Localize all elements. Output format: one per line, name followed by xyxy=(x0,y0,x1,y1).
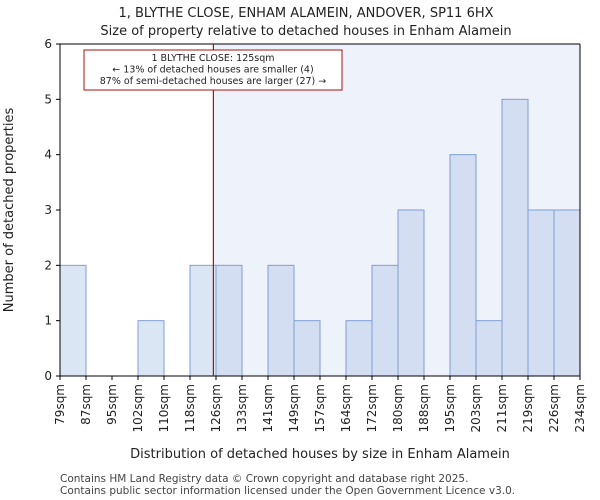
x-tick-label-234sqm: 234sqm xyxy=(573,384,587,432)
y-tick-label-4: 4 xyxy=(44,148,52,162)
y-tick-label-3: 3 xyxy=(44,203,52,217)
bar-102sqm xyxy=(137,320,165,377)
plot-area: 0 1 2 3 4 5 6 79sqm 87sqm 95sqm 102sqm 110sqm 118sqm… xyxy=(44,37,587,432)
annotation-line-1: 1 BLYTHE CLOSE: 125sqm xyxy=(151,53,274,64)
bar-164sqm xyxy=(345,320,373,377)
x-tick-label-102sqm: 102sqm xyxy=(131,384,145,432)
x-tick-label-172sqm: 172sqm xyxy=(365,384,379,432)
y-tick-label-2: 2 xyxy=(44,258,52,272)
y-axis-label: Number of detached properties xyxy=(2,108,17,313)
x-tick-label-118sqm: 118sqm xyxy=(183,384,197,432)
y-tick-label-5: 5 xyxy=(44,92,52,106)
y-tick-label-1: 1 xyxy=(44,314,52,328)
annotation-line-3: 87% of semi-detached houses are larger (… xyxy=(100,76,327,87)
bar-226sqm xyxy=(553,209,581,377)
bar-219sqm xyxy=(527,209,555,377)
bar-195sqm xyxy=(449,154,477,377)
bar-211sqm xyxy=(501,98,529,377)
x-tick-label-157sqm: 157sqm xyxy=(313,384,327,432)
chart-subtitle: Size of property relative to detached ho… xyxy=(100,24,511,39)
x-tick-label-149sqm: 149sqm xyxy=(287,384,301,432)
x-tick-label-79sqm: 79sqm xyxy=(53,384,67,425)
bar-149sqm xyxy=(293,320,321,377)
bar-203sqm xyxy=(475,320,503,377)
bar-172sqm xyxy=(371,264,399,377)
x-tick-label-141sqm: 141sqm xyxy=(261,384,275,432)
x-tick-label-87sqm: 87sqm xyxy=(79,384,93,425)
bar-79sqm xyxy=(59,264,87,377)
x-tick-label-226sqm: 226sqm xyxy=(547,384,561,432)
x-tick-label-95sqm: 95sqm xyxy=(105,384,119,425)
chart-title: 1, BLYTHE CLOSE, ENHAM ALAMEIN, ANDOVER,… xyxy=(118,6,493,21)
x-axis-label: Distribution of detached houses by size … xyxy=(130,447,510,462)
footer-line-2: Contains public sector information licen… xyxy=(60,485,515,497)
annotation-line-2: ← 13% of detached houses are smaller (4) xyxy=(112,65,313,76)
x-tick-label-180sqm: 180sqm xyxy=(391,384,405,432)
bar-141sqm xyxy=(267,264,295,377)
x-tick-label-195sqm: 195sqm xyxy=(443,384,457,432)
annotation-box xyxy=(83,49,343,91)
x-tick-label-164sqm: 164sqm xyxy=(339,384,353,432)
footer-line-1: Contains HM Land Registry data © Crown c… xyxy=(60,473,468,485)
y-tick-label-6: 6 xyxy=(44,37,52,51)
x-tick-label-133sqm: 133sqm xyxy=(235,384,249,432)
bar-118sqm xyxy=(189,264,217,377)
y-tick-label-0: 0 xyxy=(44,369,52,383)
x-tick-label-211sqm: 211sqm xyxy=(495,384,509,432)
x-tick-label-219sqm: 219sqm xyxy=(521,384,535,432)
x-tick-label-203sqm: 203sqm xyxy=(469,384,483,432)
bar-126sqm xyxy=(215,264,243,377)
bar-180sqm xyxy=(397,209,425,377)
x-tick-label-126sqm: 126sqm xyxy=(209,384,223,432)
x-tick-label-110sqm: 110sqm xyxy=(157,384,171,432)
x-tick-label-188sqm: 188sqm xyxy=(417,384,431,432)
